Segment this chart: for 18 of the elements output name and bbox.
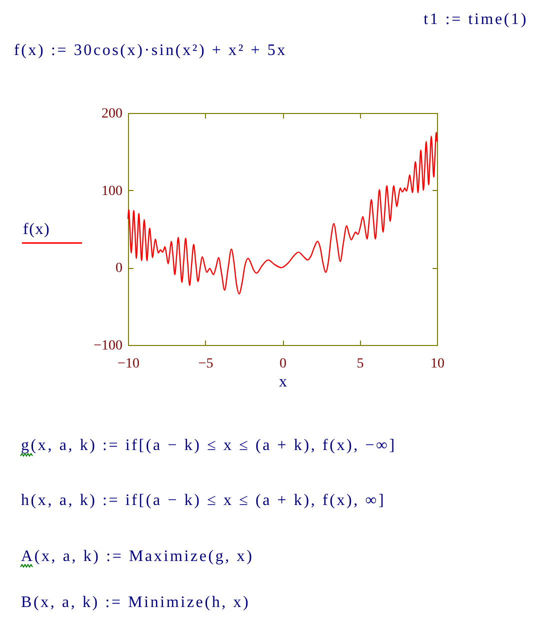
x-tick-label: 0 — [280, 356, 286, 372]
text: B(x, a, k) := Minimize(h, x) — [21, 594, 250, 611]
y-tick-label: 200 — [102, 106, 122, 122]
y-tick-label: −100 — [94, 338, 122, 354]
x-tick-label: −10 — [118, 356, 140, 372]
x-tick-label: 10 — [430, 356, 444, 372]
y-tick-label: 100 — [102, 184, 122, 199]
line-series — [127, 132, 438, 295]
text: f(x) := 30cos(x)·sin(x²) + x² + 5x — [14, 42, 287, 59]
text: h(x, a, k) := if[(a − k) ≤ x ≤ (a + k), f(x), ∞] — [21, 492, 386, 509]
y-tick-label: 0 — [116, 261, 122, 276]
x-tick-label: 5 — [356, 356, 364, 372]
text: g(x, a, k) := if[(a − k) ≤ x ≤ (a + k), f(x), −∞] — [21, 437, 396, 454]
x-tick-label: −5 — [198, 356, 214, 372]
x-axis-title: x — [279, 374, 287, 390]
text: A(x, a, k) := Maximize(g, x) — [21, 548, 254, 565]
text: f(x) — [23, 221, 50, 238]
text: t1 := time(1) — [424, 11, 528, 28]
